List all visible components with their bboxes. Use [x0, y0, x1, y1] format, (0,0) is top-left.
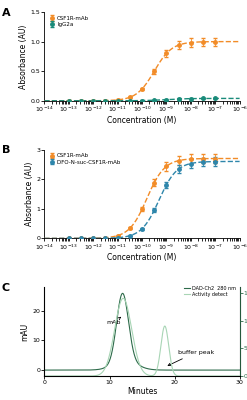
- DAD-Ch2  280 nm: [43, 368, 46, 372]
- Activity detect: [213, 374, 216, 378]
- Legend: CSF1R-mAb, IgG2a: CSF1R-mAb, IgG2a: [47, 15, 90, 28]
- X-axis label: Concentration (M): Concentration (M): [107, 116, 177, 125]
- Activity detect: [65, 374, 68, 378]
- Legend: CSF1R-mAb, DFO-⁠N-suc-CSF1R-mAb: CSF1R-mAb, DFO-⁠N-suc-CSF1R-mAb: [47, 152, 122, 166]
- DAD-Ch2  280 nm: [213, 368, 216, 372]
- DAD-Ch2  280 nm: [234, 368, 237, 372]
- DAD-Ch2  280 nm: [126, 314, 129, 319]
- Text: C: C: [1, 283, 10, 293]
- Text: B: B: [1, 145, 10, 155]
- Legend: DAD-Ch2  280 nm, Activity detect: DAD-Ch2 280 nm, Activity detect: [184, 285, 237, 298]
- X-axis label: Minutes: Minutes: [127, 386, 157, 396]
- DAD-Ch2  280 nm: [77, 368, 80, 372]
- Line: Activity detect: Activity detect: [44, 298, 240, 376]
- Activity detect: [238, 374, 241, 378]
- Text: buffer peak: buffer peak: [168, 350, 214, 366]
- Activity detect: [43, 374, 46, 378]
- Y-axis label: Absorbance (AU): Absorbance (AU): [19, 24, 28, 88]
- Activity detect: [118, 304, 121, 308]
- Activity detect: [234, 374, 237, 378]
- Activity detect: [126, 307, 129, 312]
- Text: mAb: mAb: [106, 317, 121, 325]
- X-axis label: Concentration (M): Concentration (M): [107, 253, 177, 262]
- Activity detect: [77, 374, 80, 378]
- Activity detect: [122, 296, 125, 301]
- Y-axis label: mAU: mAU: [21, 322, 30, 341]
- Text: A: A: [1, 8, 10, 18]
- DAD-Ch2  280 nm: [118, 301, 121, 306]
- Line: DAD-Ch2  280 nm: DAD-Ch2 280 nm: [44, 293, 240, 370]
- DAD-Ch2  280 nm: [65, 368, 68, 372]
- DAD-Ch2  280 nm: [238, 368, 241, 372]
- Y-axis label: Absorbance (AU): Absorbance (AU): [24, 162, 34, 226]
- DAD-Ch2  280 nm: [121, 291, 124, 296]
